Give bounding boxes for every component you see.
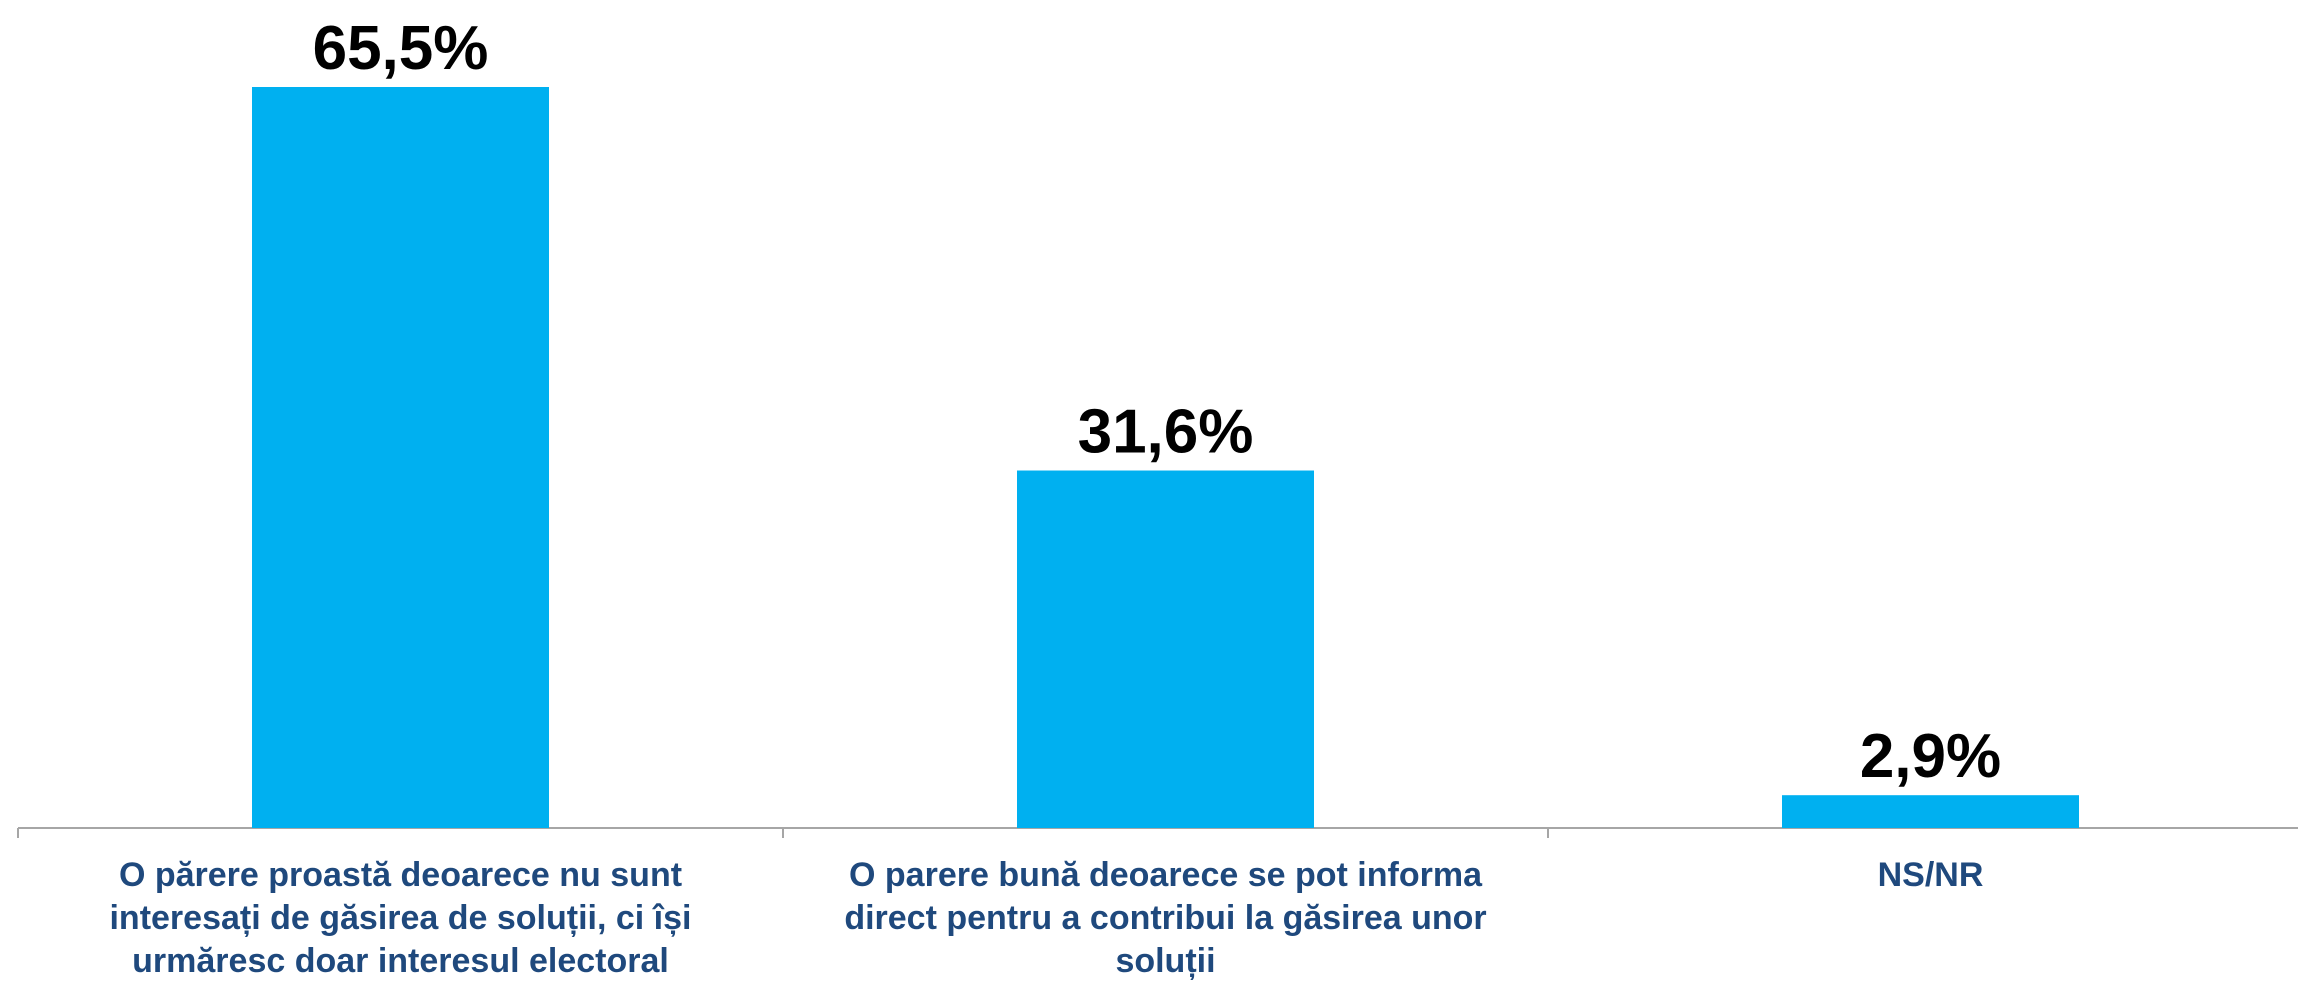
category-label-1: O părere proastă deoarece nu sunt intere… (109, 856, 692, 980)
data-label-1: 65,5% (313, 14, 489, 83)
category-label-3: NS/NR (1877, 856, 1984, 894)
data-label-2: 31,6% (1078, 398, 1254, 467)
bar-3 (1782, 795, 2079, 828)
data-label-3: 2,9% (1860, 722, 2001, 791)
category-label-2: O parere bună deoarece se pot informa di… (844, 856, 1487, 980)
bar-1 (252, 87, 549, 828)
bar-2 (1017, 470, 1314, 828)
